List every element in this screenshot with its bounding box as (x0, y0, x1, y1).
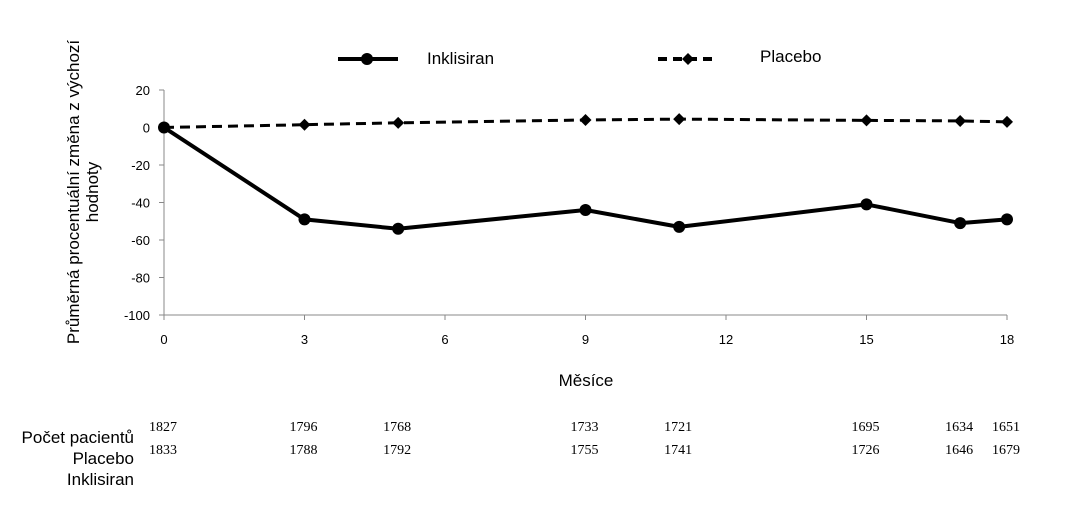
patient-count-row2: 1726 (852, 443, 880, 458)
x-tick-label: 0 (160, 332, 167, 347)
data-point-inklisiran (1001, 213, 1013, 226)
y-tick-label: 20 (136, 83, 150, 98)
x-tick-label: 6 (441, 332, 448, 347)
x-tick-label: 9 (582, 332, 589, 347)
legend-item-inklisiran: Inklisiran (338, 49, 494, 68)
y-axis-title: Průměrná procentuální změna z výchozí ho… (64, 40, 102, 345)
data-point-inklisiran (392, 222, 405, 235)
patient-count-row2: 1788 (290, 443, 318, 458)
x-tick-label: 18 (1000, 332, 1014, 347)
data-point-inklisiran (579, 204, 592, 216)
y-axis-title-line1: Průměrná procentuální změna z výchozí (64, 40, 83, 345)
legend-inklisiran-label: Inklisiran (427, 49, 494, 68)
series-line-inklisiran (162, 125, 1008, 231)
patient-count-row1: 1827 (149, 420, 177, 435)
data-point-inklisiran (298, 213, 311, 226)
y-tick-label: -20 (131, 158, 150, 173)
legend: Inklisiran Placebo (338, 47, 821, 68)
y-axis-title-line2: hodnoty (83, 161, 102, 222)
legend-placebo-label: Placebo (760, 47, 821, 66)
y-tick-label: -100 (124, 308, 150, 323)
patient-count-row2: 1646 (945, 443, 973, 458)
x-tick-label: 12 (719, 332, 733, 347)
series-line-placebo (163, 117, 1008, 129)
patient-count-row2: 1679 (992, 443, 1020, 458)
patient-count-row1: 1651 (992, 420, 1020, 435)
data-point-inklisiran (673, 220, 686, 233)
patient-count-row2: 1741 (664, 443, 692, 458)
legend-item-placebo: Placebo (658, 47, 821, 66)
data-point-placebo (860, 114, 873, 127)
data-point-placebo (579, 114, 592, 126)
y-tick-label: -40 (131, 196, 150, 211)
patient-count-row1: 1634 (945, 420, 973, 435)
series-layer (158, 113, 1013, 235)
data-point-inklisiran (954, 217, 967, 230)
count-row-label-inklisiran: Inklisiran (67, 470, 134, 489)
patient-count-row1: 1733 (571, 420, 599, 435)
data-point-placebo (392, 116, 405, 129)
data-point-inklisiran (860, 198, 873, 211)
y-tick-label: 0 (143, 121, 150, 136)
x-axis-title: Měsíce (559, 371, 614, 390)
patient-count-row1: 1721 (664, 420, 692, 435)
count-row-label-placebo: Placebo (73, 449, 134, 468)
patient-count-row2: 1833 (149, 443, 177, 458)
x-tick-label: 15 (859, 332, 873, 347)
patient-count-row2: 1792 (383, 443, 411, 458)
legend-placebo-marker (682, 53, 694, 65)
patient-count-row2: 1755 (571, 443, 599, 458)
patient-count-row1: 1796 (290, 420, 318, 435)
y-tick-label: -80 (131, 271, 150, 286)
patient-count-row1: 1695 (852, 420, 880, 435)
patient-count-row1: 1768 (383, 420, 411, 435)
data-point-placebo (954, 114, 967, 127)
patient-count-table: Počet pacientů Placebo Inklisiran 1827 18… (22, 420, 1020, 489)
y-tick-label: -60 (131, 233, 150, 248)
x-tick-label: 3 (301, 332, 308, 347)
data-point-placebo (1001, 115, 1013, 128)
data-point-placebo (158, 121, 170, 134)
axes: 20 0 -20 -40 -60 -80 -100 0 3 6 9 12 15 18 (124, 83, 1014, 347)
data-point-placebo (298, 118, 311, 131)
legend-inklisiran-marker (361, 53, 373, 65)
count-row-label-heading: Počet pacientů (22, 428, 134, 447)
data-point-placebo (673, 113, 686, 126)
